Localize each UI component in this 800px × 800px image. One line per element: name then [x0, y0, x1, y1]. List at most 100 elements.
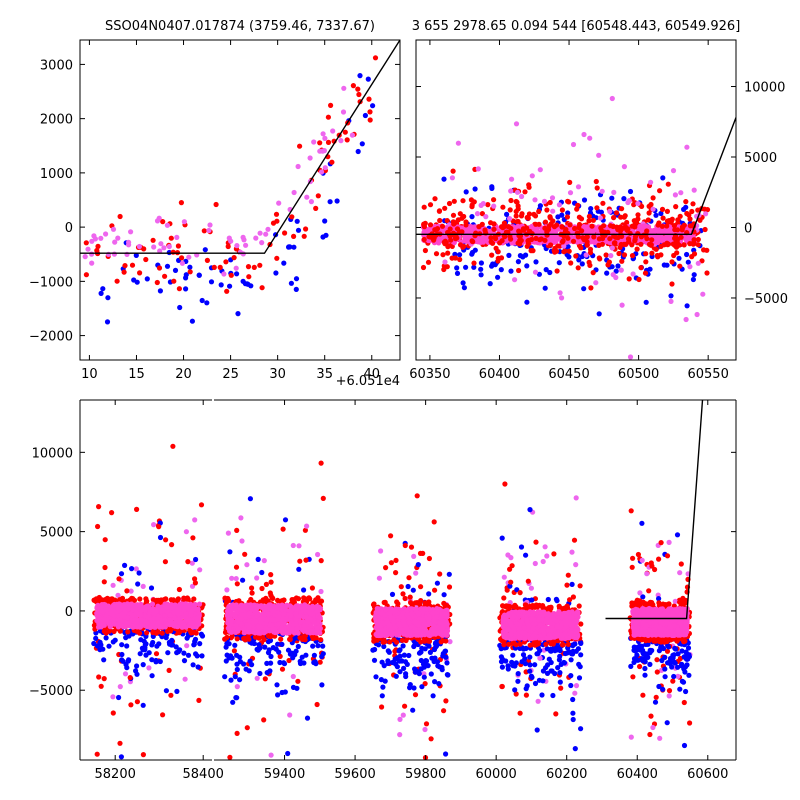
scatter-point — [291, 244, 297, 250]
scatter-point — [327, 199, 333, 205]
scatter-point — [695, 242, 701, 248]
scatter-point — [650, 195, 656, 201]
scatter-point — [197, 567, 203, 573]
scatter-point — [593, 280, 599, 286]
scatter-point — [168, 235, 174, 241]
scatter-point — [367, 117, 373, 123]
scatter-point — [118, 754, 124, 760]
scatter-point — [469, 204, 475, 210]
scatter-point — [233, 265, 239, 271]
scatter-point — [460, 280, 466, 286]
scatter-point — [536, 271, 543, 277]
scatter-point — [355, 86, 361, 92]
scatter-point — [421, 674, 427, 680]
scatter-point — [268, 572, 274, 578]
scatter-point — [590, 270, 596, 276]
scatter-point — [538, 229, 544, 235]
scatter-point — [204, 257, 210, 263]
scatter-point — [380, 684, 386, 690]
scatter-point — [630, 271, 636, 277]
scatter-point — [261, 717, 267, 723]
scatter-point — [301, 587, 307, 593]
scatter-point — [317, 659, 323, 665]
scatter-point — [287, 636, 293, 643]
scatter-point — [240, 234, 246, 240]
scatter-point — [186, 617, 192, 623]
scatter-point — [161, 245, 167, 251]
scatter-point — [444, 218, 450, 224]
scatter-point — [259, 285, 265, 291]
scatter-point — [95, 243, 101, 249]
scatter-point — [677, 263, 683, 269]
scatter-point — [198, 502, 205, 508]
scatter-point — [507, 207, 513, 213]
scatter-point — [471, 199, 477, 205]
scatter-point — [170, 443, 176, 449]
scatter-point — [231, 648, 237, 654]
scatter-point — [137, 270, 143, 276]
scatter-point — [140, 752, 146, 758]
scatter-point — [673, 204, 679, 210]
scatter-point — [146, 650, 152, 656]
scatter-point — [403, 671, 409, 677]
scatter-point — [98, 290, 104, 296]
scatter-point — [619, 258, 625, 264]
scatter-point — [231, 255, 237, 261]
scatter-point — [666, 227, 672, 233]
scatter-point — [395, 601, 401, 607]
scatter-point — [445, 250, 451, 256]
scatter-point — [285, 750, 291, 757]
scatter-point — [202, 247, 208, 253]
x-offset-label: +6.051e4 — [336, 374, 400, 389]
scatter-point — [635, 200, 641, 207]
scatter-point — [544, 207, 550, 213]
scatter-point — [163, 537, 169, 543]
scatter-point — [609, 195, 615, 201]
scatter-point — [398, 584, 404, 590]
scatter-point — [91, 233, 97, 239]
scatter-point — [638, 265, 644, 271]
scatter-point — [192, 517, 198, 523]
scatter-point — [533, 235, 539, 241]
scatter-point — [320, 495, 326, 501]
scatter-point — [426, 643, 432, 649]
scatter-point — [603, 252, 609, 258]
y-tick-label: 5000 — [744, 151, 777, 166]
scatter-point — [684, 303, 690, 309]
scatter-point — [454, 265, 460, 271]
scatter-point — [309, 585, 315, 591]
scatter-point — [241, 626, 248, 632]
scatter-point — [222, 629, 229, 636]
scatter-point — [160, 219, 166, 225]
scatter-point — [157, 288, 163, 294]
y-tick-label: 10000 — [744, 81, 785, 96]
scatter-point — [225, 530, 231, 536]
scatter-point — [487, 281, 493, 287]
y-tick-label: 0 — [744, 221, 752, 236]
scatter-point — [574, 206, 580, 212]
scatter-point — [227, 549, 233, 555]
scatter-point — [193, 556, 199, 563]
scatter-point — [389, 591, 396, 598]
scatter-point — [133, 252, 139, 258]
scatter-point — [422, 726, 428, 733]
y-tick-label: −1000 — [29, 275, 73, 290]
scatter-point — [421, 236, 427, 243]
scatter-point — [669, 259, 675, 265]
scatter-point — [385, 660, 391, 667]
scatter-point — [621, 164, 628, 170]
scatter-point — [110, 694, 116, 700]
x-tick-label: 15 — [128, 367, 145, 382]
scatter-point — [635, 212, 641, 218]
scatter-point — [111, 620, 117, 627]
scatter-point — [443, 751, 449, 757]
scatter-point — [320, 131, 326, 137]
scatter-point — [189, 583, 196, 589]
scatter-point — [413, 570, 419, 576]
scatter-point — [156, 265, 163, 271]
scatter-point — [317, 140, 323, 146]
scatter-point — [227, 754, 233, 760]
scatter-point — [128, 702, 134, 708]
scatter-point — [660, 215, 666, 221]
scatter-point — [501, 232, 507, 238]
